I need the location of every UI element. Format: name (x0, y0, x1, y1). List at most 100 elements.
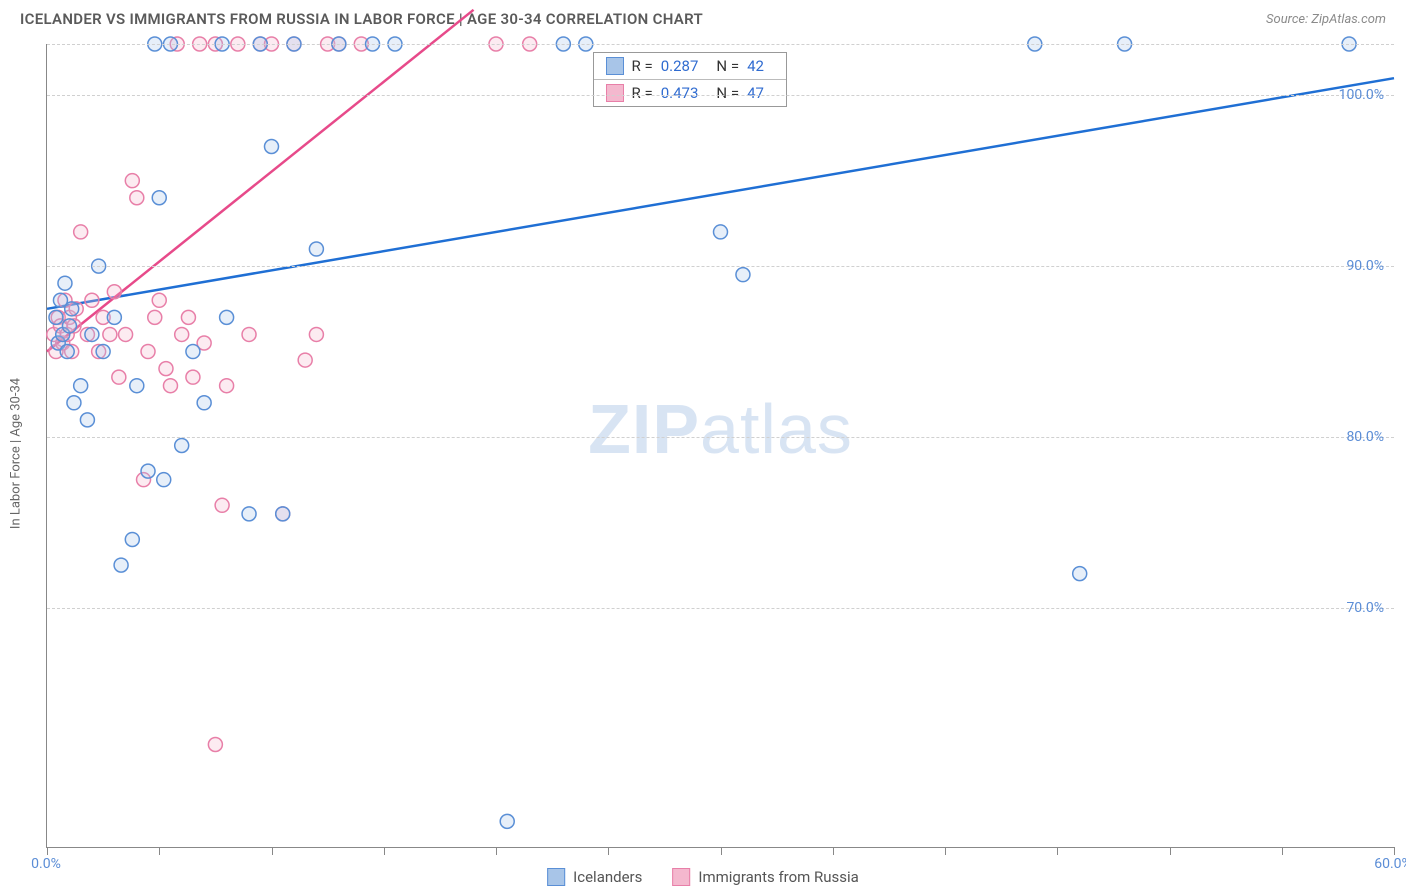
x-tick (159, 847, 160, 855)
data-point (186, 370, 200, 384)
data-point (242, 327, 256, 341)
stats-row: R = 0.473 N = 47 (594, 80, 786, 106)
data-point (181, 310, 195, 324)
data-point (186, 345, 200, 359)
data-point (74, 379, 88, 393)
legend-swatch (672, 868, 690, 886)
x-tick (47, 847, 48, 855)
data-point (309, 327, 323, 341)
stats-row: R = 0.287 N = 42 (594, 53, 786, 80)
n-label: N = (716, 57, 739, 75)
data-point (175, 327, 189, 341)
r-value: 0.473 (661, 84, 699, 102)
chart-title: ICELANDER VS IMMIGRANTS FROM RUSSIA IN L… (20, 10, 703, 28)
x-tick (1394, 847, 1395, 855)
y-tick-label: 80.0% (1346, 429, 1384, 445)
trend-line (47, 78, 1394, 309)
r-value: 0.287 (661, 57, 699, 75)
correlation-stats-box: R = 0.287 N = 42 R = 0.473 N = 47 (593, 52, 787, 107)
data-point (215, 498, 229, 512)
data-point (85, 293, 99, 307)
x-tick (721, 847, 722, 855)
data-point (67, 396, 81, 410)
x-tick (384, 847, 385, 855)
data-point (85, 327, 99, 341)
x-tick (1170, 847, 1171, 855)
data-point (80, 413, 94, 427)
x-tick (272, 847, 273, 855)
scatter-svg (47, 44, 1394, 847)
data-point (197, 396, 211, 410)
data-point (242, 507, 256, 521)
y-tick-label: 100.0% (1339, 87, 1384, 103)
grid-line (47, 95, 1394, 96)
y-tick-label: 90.0% (1346, 258, 1384, 274)
source-attribution: Source: ZipAtlas.com (1266, 12, 1386, 27)
series-swatch (606, 84, 624, 102)
data-point (119, 327, 133, 341)
x-tick (833, 847, 834, 855)
data-point (714, 225, 728, 239)
grid-line (47, 266, 1394, 267)
data-point (125, 174, 139, 188)
data-point (74, 225, 88, 239)
data-point (500, 814, 514, 828)
r-label: R = (632, 84, 653, 102)
legend: Icelanders Immigrants from Russia (547, 868, 859, 886)
data-point (152, 293, 166, 307)
y-tick-label: 70.0% (1346, 600, 1384, 616)
data-point (298, 353, 312, 367)
chart-header: ICELANDER VS IMMIGRANTS FROM RUSSIA IN L… (0, 0, 1406, 34)
y-axis-title: In Labor Force | Age 30-34 (9, 378, 24, 529)
x-tick (945, 847, 946, 855)
series-swatch (606, 57, 624, 75)
grid-line (47, 608, 1394, 609)
data-point (159, 362, 173, 376)
n-value: 42 (747, 57, 764, 75)
x-tick (1057, 847, 1058, 855)
data-point (125, 532, 139, 546)
x-tick-label: 0.0% (31, 856, 61, 872)
r-label: R = (632, 57, 653, 75)
data-point (1073, 567, 1087, 581)
x-tick-label: 60.0% (1374, 856, 1406, 872)
data-point (141, 464, 155, 478)
data-point (114, 558, 128, 572)
grid-line (47, 44, 1394, 45)
n-label: N = (716, 84, 739, 102)
x-tick (1282, 847, 1283, 855)
data-point (276, 507, 290, 521)
data-point (130, 379, 144, 393)
data-point (65, 302, 79, 316)
data-point (107, 310, 121, 324)
trend-line (47, 10, 474, 352)
legend-item: Icelanders (547, 868, 642, 886)
data-point (309, 242, 323, 256)
x-tick (496, 847, 497, 855)
data-point (49, 310, 63, 324)
legend-label: Icelanders (573, 868, 642, 886)
legend-label: Immigrants from Russia (698, 868, 858, 886)
data-point (107, 285, 121, 299)
x-tick (608, 847, 609, 855)
data-point (152, 191, 166, 205)
data-point (60, 345, 74, 359)
grid-line (47, 437, 1394, 438)
data-point (175, 439, 189, 453)
legend-swatch (547, 868, 565, 886)
data-point (157, 473, 171, 487)
n-value: 47 (747, 84, 764, 102)
data-point (130, 191, 144, 205)
data-point (148, 310, 162, 324)
chart-plot-area: ZIPatlas R = 0.287 N = 42 R = 0.473 N = … (46, 44, 1394, 848)
data-point (220, 310, 234, 324)
data-point (112, 370, 126, 384)
data-point (163, 379, 177, 393)
data-point (265, 140, 279, 154)
data-point (96, 345, 110, 359)
data-point (220, 379, 234, 393)
data-point (141, 345, 155, 359)
data-point (62, 319, 76, 333)
data-point (103, 327, 117, 341)
legend-item: Immigrants from Russia (672, 868, 858, 886)
